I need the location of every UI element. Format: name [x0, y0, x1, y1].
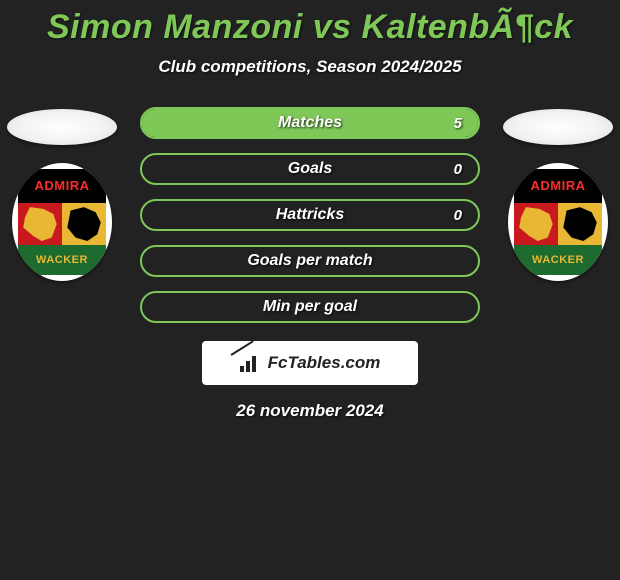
main-row: ADMIRA WACKER Matches 5 Goals	[0, 105, 620, 323]
stat-row-hattricks: Hattricks 0	[140, 199, 480, 231]
left-avatar-placeholder	[7, 109, 117, 145]
right-club-top-text: ADMIRA	[514, 169, 602, 203]
badge-lion-icon	[519, 207, 552, 241]
right-player-column: ADMIRA WACKER	[498, 105, 618, 281]
badge-lion-icon	[67, 207, 100, 241]
stat-right-value: 5	[454, 115, 462, 132]
date-text: 26 november 2024	[0, 401, 620, 421]
stat-row-goals-per-match: Goals per match	[140, 245, 480, 277]
badge-lion-icon	[563, 207, 596, 241]
stat-label: Goals	[288, 160, 332, 178]
left-club-top-text: ADMIRA	[18, 169, 106, 203]
stat-label: Hattricks	[276, 206, 344, 224]
stat-right-value: 0	[454, 161, 462, 178]
badge-lion-icon	[23, 207, 56, 241]
brand-text: FcTables.com	[268, 353, 381, 373]
bar-chart-icon	[240, 354, 262, 372]
stat-row-goals: Goals 0	[140, 153, 480, 185]
stats-column: Matches 5 Goals 0 Hattricks 0 Goals per …	[140, 105, 480, 323]
stat-row-matches: Matches 5	[140, 107, 480, 139]
stat-right-value: 0	[454, 207, 462, 224]
comparison-card: Simon Manzoni vs KaltenbÃ¶ck Club compet…	[0, 0, 620, 421]
subtitle: Club competitions, Season 2024/2025	[0, 57, 620, 77]
right-club-badge: ADMIRA WACKER	[508, 163, 608, 281]
left-club-badge: ADMIRA WACKER	[12, 163, 112, 281]
left-player-column: ADMIRA WACKER	[2, 105, 122, 281]
brand-box[interactable]: FcTables.com	[202, 341, 418, 385]
stat-label: Goals per match	[247, 252, 372, 270]
stat-label: Matches	[278, 114, 342, 132]
stat-row-min-per-goal: Min per goal	[140, 291, 480, 323]
left-club-bottom-text: WACKER	[18, 245, 106, 275]
right-avatar-placeholder	[503, 109, 613, 145]
right-club-bottom-text: WACKER	[514, 245, 602, 275]
page-title: Simon Manzoni vs KaltenbÃ¶ck	[0, 8, 620, 47]
stat-label: Min per goal	[263, 298, 357, 316]
